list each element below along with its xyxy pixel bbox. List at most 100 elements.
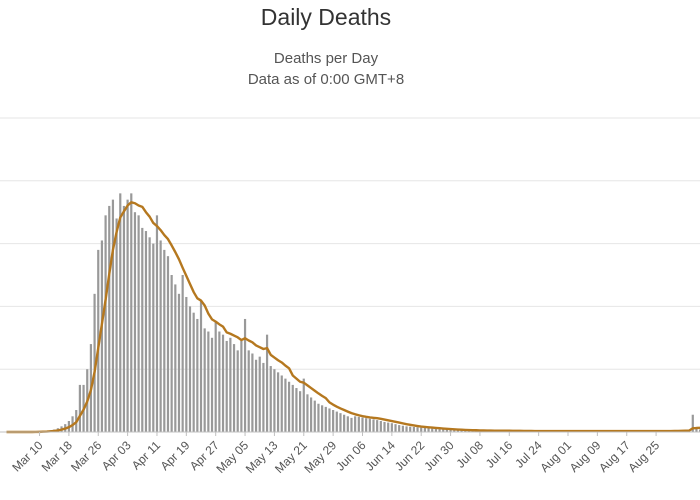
daily-bar [221, 334, 225, 432]
x-tick-label: Aug 25 [625, 438, 662, 475]
daily-bar [269, 366, 272, 432]
daily-bar [141, 227, 144, 432]
daily-bar [332, 410, 335, 432]
daily-bar [104, 215, 107, 432]
x-tick-label: Apr 03 [99, 438, 134, 473]
daily-bar [420, 427, 423, 432]
chart-title: Daily Deaths [260, 4, 392, 30]
daily-bar [251, 353, 254, 432]
daily-bar [254, 359, 258, 432]
daily-bar [273, 369, 276, 432]
daily-bar [354, 416, 357, 432]
x-tick-label: Apr 19 [158, 438, 193, 473]
daily-bar [188, 306, 192, 432]
daily-bar [196, 318, 199, 432]
x-tick-label: Mar 26 [68, 438, 105, 475]
daily-bar [100, 240, 104, 432]
x-tick-label: May 29 [302, 438, 340, 476]
daily-bar [130, 193, 133, 432]
daily-bar [126, 199, 129, 432]
daily-bar [398, 425, 401, 432]
x-tick-label: Jun 14 [363, 438, 399, 474]
chart-subtitle-line2: Data as of 0:00 GMT+8 [247, 71, 405, 88]
daily-bar [310, 397, 313, 432]
daily-bar [339, 413, 342, 432]
daily-bar [324, 406, 327, 432]
daily-bar [108, 205, 111, 432]
daily-bar [218, 331, 221, 432]
daily-bar [383, 421, 386, 432]
daily-bar [229, 337, 232, 432]
daily-bar [387, 422, 390, 432]
daily-bar [346, 416, 349, 432]
daily-bar [449, 429, 452, 432]
daily-bar [232, 344, 236, 432]
daily-bar [401, 425, 404, 432]
daily-bar [427, 428, 430, 432]
daily-bar [409, 426, 412, 432]
daily-bar [115, 218, 118, 432]
daily-bar [207, 331, 210, 432]
daily-bar [376, 420, 379, 432]
x-tick-label: Mar 10 [9, 438, 46, 475]
daily-bar [199, 300, 203, 432]
daily-bar [122, 205, 126, 432]
daily-bar [438, 429, 441, 432]
daily-bar [431, 428, 434, 432]
daily-bar [152, 243, 155, 432]
daily-bar [78, 384, 81, 432]
daily-bar [291, 384, 294, 432]
daily-bar [445, 429, 448, 432]
daily-bar [317, 403, 320, 432]
daily-bar [243, 318, 247, 432]
x-tick-label: Jul 08 [454, 438, 487, 471]
daily-bar [225, 340, 228, 432]
daily-bar [295, 388, 298, 432]
daily-bar [405, 426, 408, 432]
daily-bar [691, 414, 694, 432]
daily-bar [416, 427, 419, 432]
daily-bar [299, 391, 302, 432]
daily-bar [365, 418, 368, 432]
daily-bar [343, 414, 346, 432]
daily-bar [185, 296, 188, 432]
daily-bar [350, 417, 353, 432]
x-tick-label: Jun 22 [392, 438, 428, 474]
daily-bar [210, 337, 214, 432]
daily-bar [357, 416, 360, 432]
daily-bar [442, 429, 445, 432]
daily-bar [280, 375, 283, 432]
daily-bar [335, 411, 338, 432]
daily-bar [247, 350, 250, 432]
daily-bar [148, 237, 151, 432]
chart-subtitle-line1: Deaths per Day [273, 50, 379, 67]
daily-bar [258, 356, 261, 432]
daily-bar [170, 275, 173, 432]
daily-bar [372, 419, 375, 432]
daily-bar [423, 427, 426, 432]
daily-bar [276, 372, 280, 432]
daily-bar [453, 429, 456, 432]
daily-bar [328, 408, 331, 432]
daily-bar [306, 394, 309, 432]
daily-bar [262, 362, 265, 432]
x-tick-label: Aug 09 [567, 438, 604, 475]
daily-bar [137, 215, 140, 432]
daily-bar [155, 215, 159, 432]
daily-bar [119, 193, 122, 432]
x-tick-label: Apr 11 [129, 438, 164, 473]
daily-bar [265, 334, 269, 432]
daily-bar [159, 240, 162, 432]
daily-bar [313, 400, 316, 432]
moving-average-line [6, 201, 700, 434]
daily-bar [464, 430, 467, 432]
daily-bar [287, 381, 291, 432]
daily-bar [434, 428, 437, 432]
daily-bar [203, 328, 206, 432]
x-tick-label: Jul 16 [483, 438, 516, 471]
daily-bar [166, 256, 170, 432]
daily-bar [133, 212, 137, 432]
daily-bars [34, 193, 700, 432]
daily-bar [284, 378, 287, 432]
